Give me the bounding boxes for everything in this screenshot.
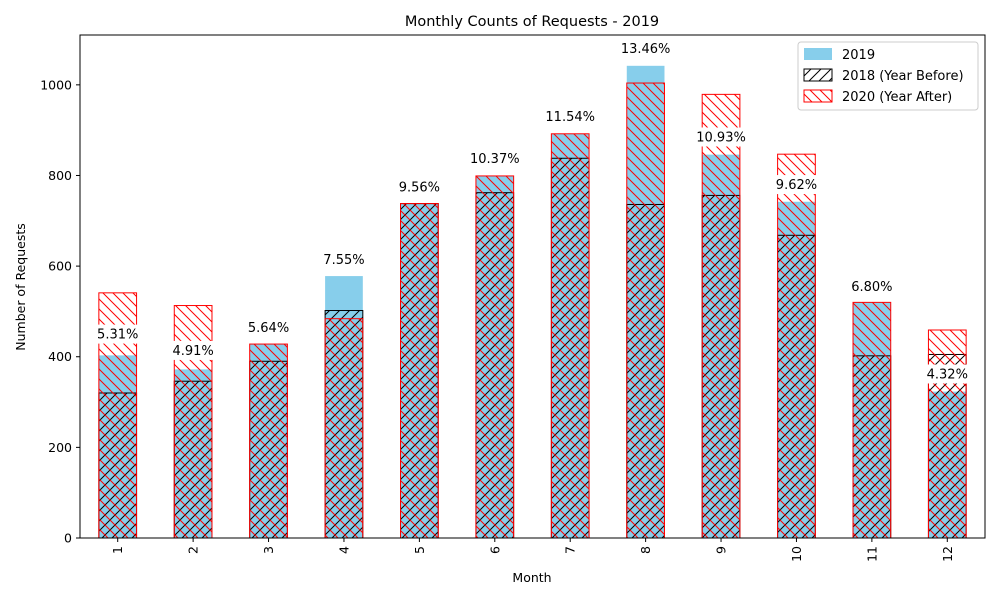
annotation-label: 5.64%	[248, 321, 289, 336]
x-tick-label: 12	[940, 546, 955, 562]
bar-2020-4	[324, 318, 364, 539]
legend-label: 2020 (Year After)	[842, 90, 952, 105]
bar-2020-10	[777, 153, 816, 539]
annotations-layer: 5.31% 4.91% 5.64% 7.55% 9.56% 10.37% 11.54% 13.…	[94, 39, 971, 384]
x-tick-label: 8	[638, 546, 653, 554]
legend-label: 2018 (Year Before)	[842, 69, 964, 84]
plot-frame	[79, 34, 986, 539]
bar-2020-9	[701, 93, 741, 539]
x-axis-label: Month	[512, 570, 551, 585]
bar-2020-11	[852, 301, 892, 539]
legend: 2019 2018 (Year Before) 2020 (Year After)	[797, 41, 979, 111]
x-tick-label: 2	[186, 546, 201, 554]
annotation-bg-1	[94, 324, 142, 344]
annotation-bg-11	[848, 277, 896, 297]
legend-label: 2019	[842, 48, 875, 63]
y-tick-label: 800	[48, 168, 72, 183]
annotation-label: 4.91%	[172, 344, 213, 359]
bar-2020-5	[400, 203, 439, 539]
annotation-label: 9.62%	[776, 178, 817, 193]
annotation-label: 5.31%	[97, 328, 138, 343]
bars-layer	[98, 65, 967, 539]
bar-2020-6	[475, 175, 515, 539]
legend-swatch-0	[804, 48, 832, 60]
y-tick-label: 0	[64, 531, 72, 546]
legend-swatch-1	[803, 68, 833, 82]
annotation-label: 7.55%	[323, 253, 364, 268]
annotation-bg-3	[245, 317, 293, 337]
annotation-bg-6	[467, 149, 523, 169]
annotation-label: 11.54%	[545, 110, 595, 125]
annotation-bg-2	[169, 340, 217, 360]
x-tick-label: 5	[412, 546, 427, 554]
x-tick-label: 11	[864, 546, 879, 562]
y-tick-label: 1000	[40, 77, 72, 92]
x-tick-label: 7	[563, 546, 578, 554]
annotation-bg-10	[772, 175, 820, 195]
annotation-bg-8	[618, 39, 674, 59]
annotation-bg-12	[923, 364, 971, 384]
x-tick-label: 9	[714, 546, 729, 554]
y-tick-label: 200	[48, 440, 72, 455]
annotation-label: 13.46%	[621, 42, 671, 57]
annotation-bg-9	[693, 127, 749, 147]
x-tick-label: 1	[110, 546, 125, 554]
annotation-label: 6.80%	[851, 280, 892, 295]
annotation-bg-5	[395, 177, 443, 197]
y-tick-label: 400	[48, 349, 72, 364]
x-tick-label: 10	[789, 546, 804, 562]
annotation-label: 10.37%	[470, 152, 520, 167]
annotation-bg-7	[542, 107, 598, 127]
bar-2020-2	[173, 305, 213, 539]
annotation-bg-4	[320, 249, 368, 269]
legend-swatch-2	[803, 89, 833, 103]
x-tick-label: 3	[261, 546, 276, 554]
annotation-label: 9.56%	[399, 180, 440, 195]
x-tick-label: 6	[487, 546, 502, 554]
x-tick-label: 4	[336, 546, 351, 554]
bar-2020-8	[626, 82, 665, 539]
bar-2020-7	[550, 133, 590, 539]
annotation-label: 10.93%	[696, 130, 746, 145]
bar-2020-3	[249, 343, 288, 539]
chart-title: Monthly Counts of Requests - 2019	[405, 14, 659, 30]
bar-2020-12	[927, 329, 967, 539]
annotation-label: 4.32%	[927, 367, 968, 382]
legend-frame	[797, 41, 979, 111]
y-axis-label: Number of Requests	[13, 223, 28, 351]
y-tick-label: 600	[48, 259, 72, 274]
